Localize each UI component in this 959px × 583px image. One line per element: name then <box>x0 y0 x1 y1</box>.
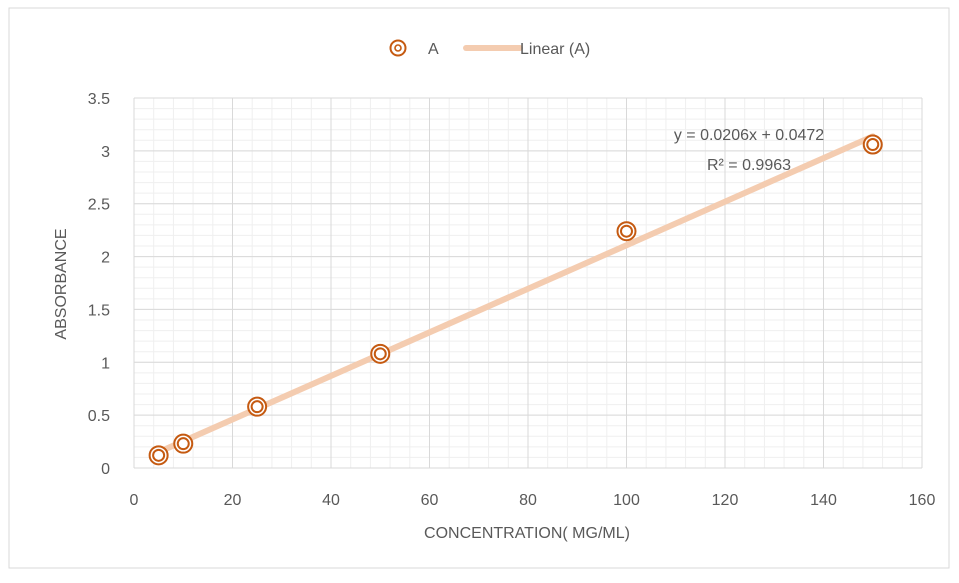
trendline <box>155 133 876 456</box>
y-tick-labels: 0 0.5 1 1.5 2 2.5 3 3.5 <box>88 91 110 478</box>
x-tick-label: 80 <box>519 492 537 509</box>
y-tick-label: 3.5 <box>88 91 110 108</box>
y-tick-label: 0 <box>101 461 110 478</box>
x-tick-label: 0 <box>130 492 139 509</box>
x-tick-label: 120 <box>712 492 739 509</box>
data-points <box>148 134 883 466</box>
legend-marker-a <box>389 39 407 57</box>
y-tick-label: 1.5 <box>88 302 110 319</box>
data-point <box>370 343 391 364</box>
y-tick-label: 2 <box>101 250 110 267</box>
x-tick-labels: 0 20 40 60 80 100 120 140 160 <box>130 492 936 509</box>
x-tick-label: 20 <box>224 492 242 509</box>
y-tick-label: 3 <box>101 144 110 161</box>
trendline-r-squared: R² = 0.9963 <box>707 157 791 174</box>
trendline-equation: y = 0.0206x + 0.0472 <box>674 127 824 144</box>
x-tick-label: 140 <box>810 492 837 509</box>
major-gridlines <box>133 97 923 469</box>
data-point <box>616 221 637 242</box>
data-point <box>862 134 883 155</box>
data-point-inner-ring <box>866 138 880 152</box>
data-point <box>247 396 268 417</box>
x-tick-label: 60 <box>421 492 439 509</box>
y-tick-label: 0.5 <box>88 408 110 425</box>
legend: A Linear (A) <box>389 39 590 58</box>
x-tick-label: 40 <box>322 492 340 509</box>
legend-label-a: A <box>428 41 439 58</box>
y-axis-label: ABSORBANCE <box>53 228 70 339</box>
y-tick-label: 1 <box>101 355 110 372</box>
data-point-inner-ring <box>152 448 166 462</box>
data-point-inner-ring <box>176 437 190 451</box>
x-tick-label: 100 <box>613 492 640 509</box>
x-tick-label: 160 <box>909 492 936 509</box>
data-point <box>173 433 194 454</box>
y-tick-label: 2.5 <box>88 197 110 214</box>
x-axis-label: CONCENTRATION( MG/ML) <box>424 525 630 542</box>
data-point-inner-ring <box>620 224 633 238</box>
data-point <box>148 445 169 466</box>
legend-label-linear: Linear (A) <box>520 41 590 58</box>
data-point-inner-ring <box>250 400 264 414</box>
data-point-inner-ring <box>373 347 387 361</box>
